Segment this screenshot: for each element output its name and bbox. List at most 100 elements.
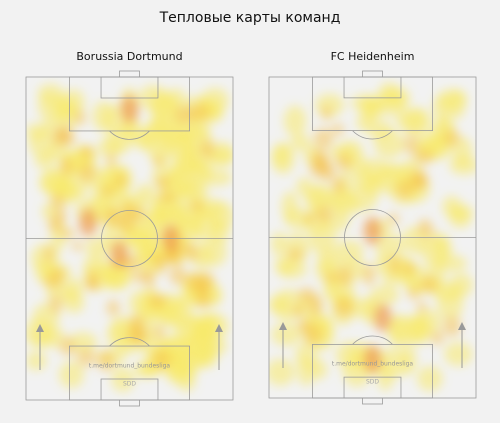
heat-blob [150, 113, 169, 133]
heat-blob [407, 287, 420, 300]
heat-blob [375, 255, 392, 274]
heat-blob [270, 231, 288, 256]
heat-blob [271, 322, 302, 346]
heat-blob [326, 187, 353, 212]
heat-blob [310, 159, 330, 179]
heat-blob [396, 180, 414, 200]
heat-blob [53, 97, 78, 120]
heat-blob [55, 126, 66, 144]
heat-blob [26, 351, 47, 371]
heat-layer [26, 83, 233, 392]
heat-blob [402, 262, 416, 276]
heat-blob [64, 277, 84, 301]
heat-blob [290, 134, 311, 151]
heat-blob [49, 294, 63, 314]
heat-blob [26, 318, 55, 348]
heat-blob [395, 109, 426, 132]
heat-blob [374, 130, 405, 159]
goal [119, 70, 140, 78]
heat-blob [189, 200, 204, 212]
penalty-arc [352, 130, 393, 140]
heat-blob [114, 173, 127, 188]
heat-blob [120, 95, 139, 124]
heat-blob [409, 169, 428, 191]
heat-blob [44, 245, 55, 263]
center-circle [101, 210, 158, 267]
heat-blob [127, 321, 147, 343]
heat-blob [209, 219, 230, 244]
heat-blob [119, 119, 137, 138]
heat-blob [378, 82, 401, 106]
heat-blob [59, 337, 77, 356]
heat-blob [169, 265, 187, 286]
heat-blob [80, 145, 94, 160]
heat-blob [47, 214, 64, 233]
heat-blob [443, 341, 473, 367]
heat-blob [74, 109, 86, 126]
heat-blob [149, 253, 169, 265]
heat-blob [155, 175, 170, 190]
heat-blob [296, 177, 313, 197]
penalty-arc [352, 335, 393, 345]
logo: SDD [366, 379, 379, 386]
heat-blob [197, 271, 215, 292]
heat-blob [176, 178, 209, 204]
goal [362, 70, 383, 78]
heat-blob [362, 264, 376, 286]
heat-blob [106, 153, 117, 167]
heat-blob [431, 233, 451, 260]
heat-blob [43, 275, 64, 289]
heat-blob [302, 323, 323, 346]
heat-blob [58, 361, 84, 389]
heat-blob [100, 185, 115, 196]
heat-blob [417, 365, 443, 392]
heat-blob [190, 103, 211, 122]
heat-blob [78, 163, 96, 183]
heat-blob [153, 325, 166, 339]
penalty-arc [109, 337, 150, 347]
heat-blob [287, 247, 304, 261]
heat-blob [111, 367, 135, 392]
heat-blob [199, 140, 216, 158]
heat-blob [271, 142, 295, 175]
heat-blob [117, 213, 136, 233]
heat-blob [195, 290, 211, 309]
heat-blob [315, 205, 333, 223]
heat-blob [157, 192, 177, 203]
penalty-arc [109, 130, 150, 140]
heat-blob [144, 268, 156, 290]
heat-blob [430, 330, 444, 346]
direction-arrowhead [279, 322, 287, 330]
direction-arrowhead [458, 322, 466, 330]
heat-blob [443, 129, 460, 147]
heat-blob [363, 345, 382, 374]
heat-blob [297, 357, 315, 386]
heat-blob [373, 303, 392, 332]
heat-blob [50, 193, 66, 211]
heat-blob [335, 153, 352, 172]
heat-blob [334, 296, 354, 318]
heat-blob [416, 300, 427, 313]
heat-blob [200, 169, 233, 186]
heat-blob [414, 309, 442, 335]
watermark: t.me/dortmund_bundesliga [332, 361, 414, 368]
heat-blob [79, 208, 98, 237]
heat-blob [334, 239, 364, 264]
heat-blob [308, 294, 324, 316]
heat-blob [97, 137, 123, 158]
heat-blob [274, 255, 295, 276]
heat-blob [269, 358, 295, 386]
team-name: FC Heidenheim [331, 50, 415, 63]
heat-blob [414, 149, 434, 165]
heat-blob [71, 241, 83, 252]
watermark: t.me/dortmund_bundesliga [89, 363, 171, 370]
heat-blob [151, 349, 171, 370]
heat-blob [317, 247, 341, 275]
heat-blob [144, 207, 170, 230]
heat-blob [389, 254, 401, 276]
heat-blob [134, 361, 156, 378]
heat-blob [417, 225, 436, 237]
heat-blob [303, 213, 315, 224]
heat-blob [403, 134, 419, 155]
